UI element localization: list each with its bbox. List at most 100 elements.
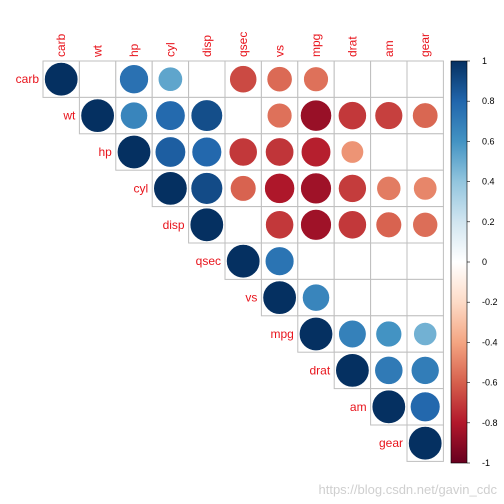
row-label-mpg: mpg <box>270 327 293 341</box>
cell-hp-gear <box>406 133 444 171</box>
corr-circle-cyl-drat <box>338 174 367 203</box>
corr-circle-carb-cyl <box>157 66 183 92</box>
col-label-qsec: qsec <box>236 32 250 57</box>
cell-carb-disp <box>188 60 226 98</box>
corr-circle-cyl-gear <box>413 176 438 201</box>
col-label-drat: drat <box>345 36 359 57</box>
col-label-cyl: cyl <box>163 42 177 57</box>
corr-circle-hp-cyl <box>154 136 186 168</box>
corr-circle-carb-mpg <box>303 66 329 92</box>
legend-tick-label: 1 <box>482 56 487 66</box>
cell-carb-gear <box>406 60 444 98</box>
col-label-wt: wt <box>91 44 105 58</box>
corr-circle-wt-vs <box>266 102 293 129</box>
corr-circle-carb-hp <box>119 64 149 94</box>
legend-tick-label: -0.8 <box>482 418 498 428</box>
row-label-wt: wt <box>62 109 76 123</box>
col-label-gear: gear <box>418 33 432 57</box>
corr-circle-am-am <box>371 389 406 424</box>
cell-disp-qsec <box>224 206 262 244</box>
corr-circle-vs-mpg <box>302 283 330 312</box>
cell-vs-gear <box>406 278 444 317</box>
col-label-carb: carb <box>54 33 68 57</box>
legend-colorbar <box>450 60 468 464</box>
cell-vs-drat <box>333 278 372 317</box>
corr-circle-mpg-drat <box>338 319 367 349</box>
cell-hp-am <box>370 133 408 171</box>
corr-circle-qsec-qsec <box>226 244 261 279</box>
corr-circle-wt-wt <box>80 98 115 133</box>
corr-circle-carb-carb <box>44 62 79 97</box>
row-label-hp: hp <box>98 145 112 159</box>
corr-circle-hp-drat <box>340 140 364 164</box>
corr-circle-am-gear <box>410 391 441 422</box>
corr-circle-qsec-vs <box>264 246 295 276</box>
legend-tick-label: 0 <box>482 257 487 267</box>
cell-vs-am <box>370 278 408 317</box>
corr-circle-drat-am <box>374 356 404 385</box>
corr-circle-wt-disp <box>190 99 223 132</box>
col-label-disp: disp <box>200 35 214 57</box>
corr-circle-cyl-qsec <box>230 175 257 202</box>
corr-circle-hp-vs <box>265 137 295 167</box>
corr-circle-hp-mpg <box>300 136 332 168</box>
corr-circle-hp-disp <box>191 136 222 168</box>
corr-circle-wt-mpg <box>300 99 332 132</box>
cell-qsec-gear <box>406 242 444 280</box>
corr-circle-mpg-mpg <box>298 316 333 351</box>
corr-circle-carb-qsec <box>229 65 258 94</box>
corr-circle-mpg-gear <box>413 322 438 346</box>
color-legend: 1 0.8 0.6 0.4 0.2 0 -0.2 -0.4 -0.6 -0.8 -1 <box>450 56 498 468</box>
corr-circle-drat-gear <box>410 356 440 385</box>
row-label-am: am <box>350 400 367 414</box>
corr-circle-cyl-mpg <box>300 172 332 205</box>
corr-circle-drat-drat <box>335 353 370 388</box>
corr-circle-wt-cyl <box>155 100 186 131</box>
col-label-vs: vs <box>273 45 287 57</box>
legend-tick-label: -1 <box>482 458 490 468</box>
legend-tick-label: -0.6 <box>482 378 498 388</box>
cell-carb-drat <box>333 60 372 98</box>
circle-layer <box>44 62 443 461</box>
watermark: https://blog.csdn.net/gavin_cdc <box>318 482 497 497</box>
corr-circle-gear-gear <box>408 426 443 461</box>
corr-circle-hp-qsec <box>228 137 258 167</box>
cell-carb-am <box>370 60 408 98</box>
corr-circle-mpg-am <box>375 320 403 348</box>
corr-circle-wt-am <box>374 101 403 130</box>
corr-circle-cyl-am <box>376 176 402 201</box>
cell-wt-qsec <box>224 96 262 135</box>
corr-circle-disp-vs <box>265 210 294 240</box>
corr-circle-wt-gear <box>412 102 439 129</box>
cell-qsec-am <box>370 242 408 280</box>
legend-tick-label: 0.2 <box>482 217 495 227</box>
cell-qsec-drat <box>333 242 372 280</box>
col-label-am: am <box>382 40 396 57</box>
corr-circle-disp-mpg <box>300 209 332 241</box>
col-label-mpg: mpg <box>309 34 323 57</box>
row-label-qsec: qsec <box>196 254 221 268</box>
legend-tick-label: 0.6 <box>482 136 495 146</box>
legend-tick-label: 0.4 <box>482 177 495 187</box>
corr-circle-cyl-cyl <box>153 171 188 206</box>
row-label-vs: vs <box>245 291 257 305</box>
legend-tick-label: -0.4 <box>482 337 498 347</box>
corr-circle-cyl-vs <box>264 173 295 204</box>
corr-circle-disp-disp <box>189 207 224 242</box>
row-label-disp: disp <box>163 218 185 232</box>
corr-circle-hp-hp <box>117 135 152 170</box>
legend-tick-label: -0.2 <box>482 297 498 307</box>
corr-circle-wt-drat <box>338 101 367 130</box>
cell-qsec-mpg <box>297 242 335 280</box>
cell-carb-wt <box>78 60 117 98</box>
label-layer: carb wt hp cyl disp qsec vs mpg drat am gear carb wt… <box>16 32 433 451</box>
col-label-hp: hp <box>127 43 141 57</box>
corr-circle-disp-gear <box>412 212 438 238</box>
corr-circle-cyl-disp <box>190 172 223 205</box>
corr-circle-vs-vs <box>262 280 297 315</box>
row-label-carb: carb <box>16 72 40 86</box>
legend-tick-label: 0.8 <box>482 96 495 106</box>
corr-circle-carb-vs <box>266 66 293 93</box>
corr-circle-disp-am <box>375 211 402 238</box>
